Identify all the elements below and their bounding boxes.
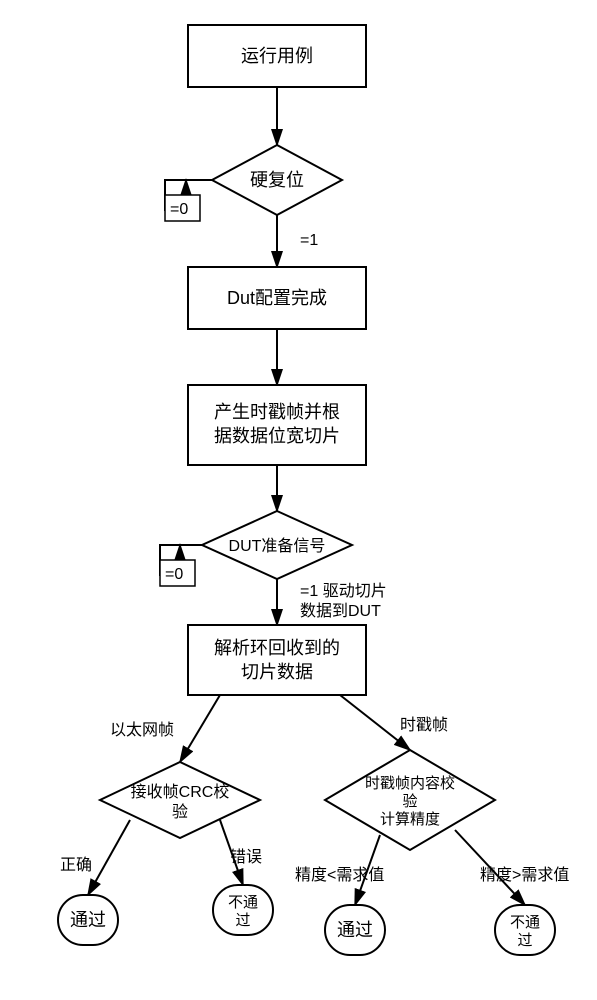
node-gen-timestamp [188, 385, 366, 465]
edge-n7-t1-label: 正确 [60, 856, 92, 874]
node-hard-reset-label: 硬复位 [250, 170, 304, 190]
term-fail-2-l2: 过 [517, 932, 532, 949]
edge-n6-n8-label: 时戳帧 [400, 716, 448, 734]
edge-n8-t4-label: 精度>需求值 [480, 866, 569, 884]
term-pass-2-label: 通过 [337, 920, 373, 940]
node-dut-config-label: Dut配置完成 [227, 288, 327, 308]
node-parse-l1: 解析环回收到的 [214, 638, 340, 658]
edge-n6-n7-label: 以太网帧 [110, 721, 174, 739]
node-ts-l1: 时戳帧内容校 [365, 775, 455, 792]
node-ts-l2: 验 [402, 793, 417, 810]
node-parse-loopback [188, 625, 366, 695]
node-dut-ready-label: DUT准备信号 [229, 537, 326, 555]
term-fail-2-l1: 不通 [510, 914, 540, 931]
node-ts-l3: 计算精度 [380, 810, 440, 828]
node-crc-l1: 接收帧CRC校 [131, 783, 230, 801]
edge-n5-loop-label: =0 [165, 566, 183, 583]
term-pass-1-label: 通过 [70, 910, 106, 930]
edge-n6-n7 [180, 695, 220, 762]
edge-n5-n6-l1: =1 驱动切片 [300, 582, 387, 600]
edge-n7-t1 [88, 820, 130, 895]
node-gen-timestamp-l1: 产生时戳帧并根 [214, 402, 340, 422]
node-parse-l2: 切片数据 [241, 662, 313, 682]
edge-n7-t2-label: 错误 [230, 848, 262, 866]
node-crc-l2: 验 [172, 803, 188, 821]
node-gen-timestamp-l2: 据数据位宽切片 [214, 426, 340, 446]
edge-n5-n6-l2: 数据到DUT [300, 602, 381, 620]
edge-n8-t3-label: 精度<需求值 [295, 866, 384, 884]
term-fail-1-l2: 过 [235, 912, 250, 929]
edge-n2-loop-label: =0 [170, 201, 188, 218]
flowchart-canvas: 运行用例 硬复位 =0 =1 Dut配置完成 产生时戳帧并根 据数据位宽切片 D… [0, 0, 597, 1000]
edge-n2-n3-label: =1 [300, 232, 318, 249]
node-run-case-label: 运行用例 [241, 46, 313, 66]
term-fail-1-l1: 不通 [228, 894, 258, 911]
